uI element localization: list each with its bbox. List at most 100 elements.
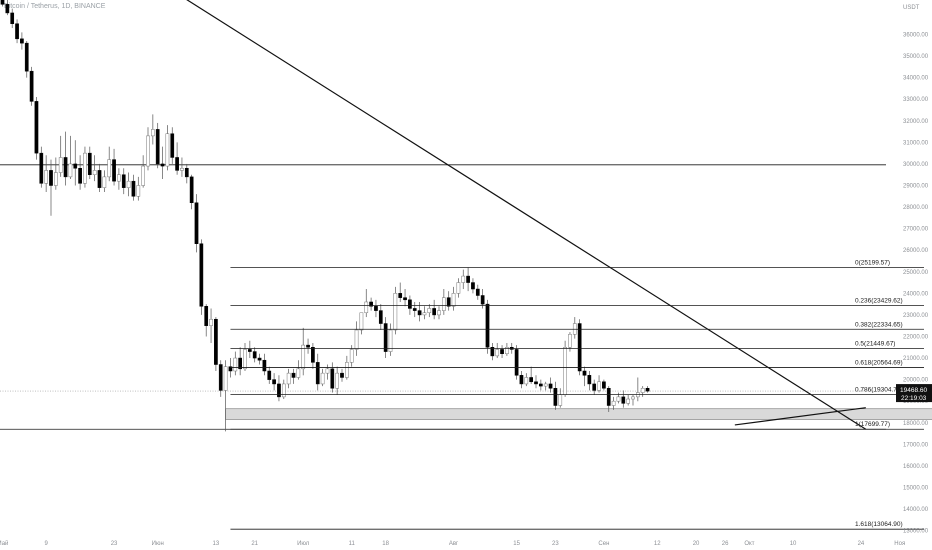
candle — [437, 306, 441, 320]
candle-body — [102, 176, 107, 188]
y-tick-label: 17000.00 — [903, 442, 929, 448]
candle — [626, 394, 630, 406]
candle — [301, 327, 306, 376]
candle — [558, 388, 563, 408]
candle-body — [369, 301, 373, 307]
candle — [291, 368, 296, 384]
candle-body — [248, 349, 252, 352]
candle — [63, 131, 68, 186]
candle — [636, 377, 640, 402]
candle-body — [592, 383, 597, 391]
candle-body — [257, 357, 262, 361]
candle-body — [272, 379, 276, 385]
candle-body — [364, 301, 369, 314]
candle-body — [475, 288, 480, 296]
candle — [277, 375, 281, 402]
candle — [117, 168, 121, 190]
candle-body — [301, 344, 306, 370]
candle-body — [437, 310, 441, 316]
candle — [272, 373, 276, 391]
candle-body — [184, 167, 189, 178]
candle-body — [209, 318, 213, 326]
candle-body — [427, 308, 432, 314]
candle-body — [403, 297, 407, 301]
candle — [534, 375, 538, 389]
y-tick-label: 29000.00 — [903, 183, 929, 189]
candle — [29, 66, 34, 106]
candle-body — [238, 357, 243, 370]
candle-body — [175, 157, 179, 171]
candle — [519, 370, 524, 389]
chart-symbol-title: Bitcoin / Tetherus, 1D, BINANCE — [4, 3, 106, 10]
candle-body — [621, 396, 626, 404]
candle — [621, 390, 626, 408]
candle-body — [262, 359, 267, 372]
fib-level-label: 0(25199.57) — [855, 259, 890, 266]
candle — [87, 146, 92, 180]
candle — [252, 347, 257, 363]
candle-body — [611, 400, 616, 406]
candle — [160, 146, 165, 180]
candle-body — [170, 133, 175, 158]
candle-body — [136, 185, 141, 197]
y-tick-label: 24000.00 — [903, 291, 929, 297]
candle-body — [330, 368, 335, 389]
candle-body — [422, 312, 427, 316]
candle-body — [335, 372, 339, 389]
candle-body — [505, 347, 509, 354]
candle — [58, 135, 63, 177]
fib-level-label: 1.618(13064.90) — [855, 521, 903, 528]
candle-body — [306, 344, 310, 348]
candle — [218, 360, 223, 397]
candle — [97, 163, 102, 192]
candle — [296, 360, 301, 380]
candle-body — [97, 170, 102, 188]
y-tick-label: 32000.00 — [903, 119, 929, 125]
candle — [199, 239, 204, 315]
candle — [403, 289, 407, 307]
candle-body — [63, 157, 68, 178]
candle — [412, 301, 417, 318]
candle-body — [146, 135, 150, 167]
x-tick-label: 23 — [552, 541, 559, 547]
candle — [78, 155, 82, 190]
candle — [204, 304, 209, 337]
candle — [39, 146, 44, 188]
candle-body — [354, 329, 359, 350]
candle-body — [398, 293, 403, 298]
candle — [359, 312, 364, 335]
candle-body — [325, 368, 330, 374]
candle — [398, 282, 403, 302]
candle — [68, 135, 73, 180]
candle-body — [39, 152, 44, 184]
candle — [214, 317, 218, 371]
candle — [378, 304, 383, 331]
candle-body — [126, 180, 131, 188]
candle — [243, 342, 247, 371]
candle — [112, 148, 116, 186]
y-tick-label: 21000.00 — [903, 356, 929, 362]
candle-body — [141, 165, 146, 186]
candle — [248, 340, 252, 359]
candle-body — [442, 297, 446, 311]
candle-body — [49, 170, 53, 186]
candle-body — [0, 0, 5, 5]
candle — [83, 146, 87, 188]
candle — [189, 174, 194, 210]
candle — [577, 319, 582, 376]
x-tick-label: 13 — [213, 541, 220, 547]
candle — [432, 299, 436, 320]
candle — [175, 142, 179, 175]
candle-body — [519, 375, 524, 385]
candle — [102, 170, 107, 192]
candle-body — [58, 157, 63, 173]
candle — [335, 366, 339, 395]
candle-body — [228, 366, 233, 372]
candle — [121, 168, 126, 195]
candle — [262, 353, 267, 376]
candle — [631, 394, 635, 406]
candle-body — [340, 372, 344, 378]
candle — [475, 284, 480, 300]
candle — [223, 360, 228, 432]
